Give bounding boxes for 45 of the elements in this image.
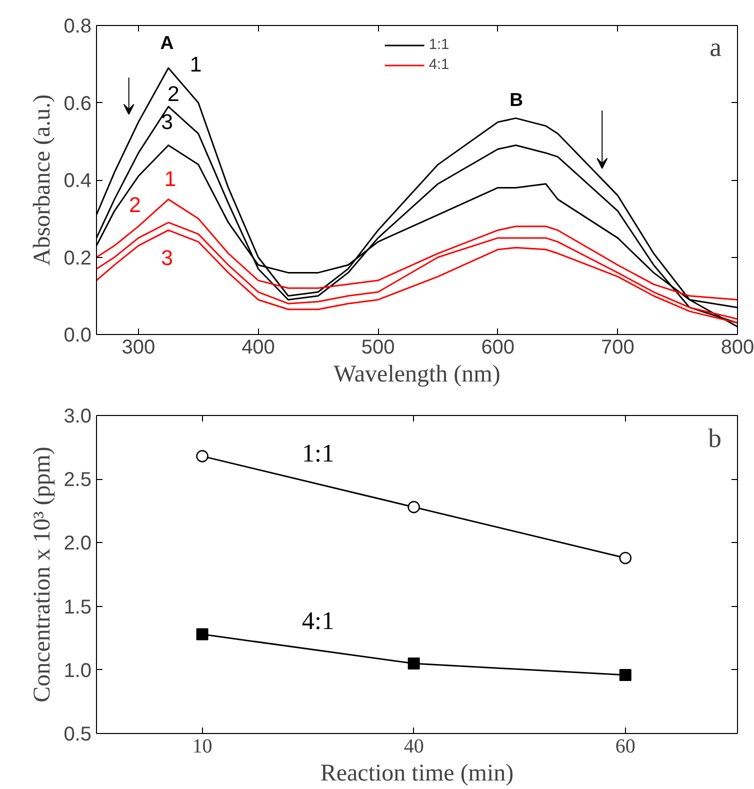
point — [408, 658, 420, 670]
annotation: 3 — [161, 110, 173, 134]
annotation: 1 — [164, 166, 176, 191]
x-tick-label: 700 — [601, 336, 634, 358]
x-tick-label: 60 — [615, 736, 636, 758]
point — [408, 500, 420, 514]
series-label: 1:1 — [302, 440, 334, 468]
line-series — [96, 198, 738, 300]
y-tick-label: 0.0 — [64, 324, 92, 346]
x-tick-label: 40 — [404, 736, 424, 758]
point — [619, 552, 632, 564]
x-tick-label: 400 — [242, 336, 275, 358]
x-axis-title: Reaction time (min) — [320, 760, 514, 786]
point — [196, 628, 208, 640]
y-tick-label: 1.5 — [64, 596, 92, 618]
annotation: 1 — [190, 52, 202, 77]
annotation: B — [510, 89, 524, 110]
annotation: b — [708, 422, 722, 453]
x-tick-label: 10 — [192, 736, 212, 758]
y-tick-label: 0.8 — [64, 16, 92, 38]
x-tick-label: 800 — [720, 336, 754, 358]
y-tick-label: 2.0 — [64, 532, 92, 555]
y-tick-label: 3.0 — [64, 406, 92, 428]
annotation: 2 — [167, 82, 180, 106]
y-axis-title: Concentration x 10³ (ppm) — [30, 446, 56, 702]
point — [196, 450, 208, 462]
y-tick-label: 0.6 — [64, 92, 92, 115]
x-tick-label: 500 — [361, 336, 395, 358]
annotation: 2 — [129, 193, 141, 218]
y-tick-label: 2.5 — [64, 469, 92, 492]
legend-label: 1:1 — [428, 37, 450, 53]
y-axis-title: Absorbance (a.u.) — [30, 94, 56, 266]
y-tick-label: 0.2 — [64, 247, 92, 270]
point — [619, 668, 632, 681]
y-tick-label: 0.5 — [64, 724, 92, 746]
annotation: 3 — [161, 246, 173, 270]
annotation: A — [160, 32, 174, 53]
x-tick-label: 300 — [122, 336, 156, 358]
x-axis-title: Wavelength (nm) — [334, 362, 500, 388]
x-tick-label: 600 — [481, 336, 515, 358]
series-label: 4:1 — [302, 606, 334, 635]
legend-label: 4:1 — [428, 57, 450, 73]
annotation: a — [710, 32, 722, 62]
y-tick-label: 1.0 — [64, 660, 92, 682]
y-tick-label: 0.4 — [64, 170, 92, 192]
